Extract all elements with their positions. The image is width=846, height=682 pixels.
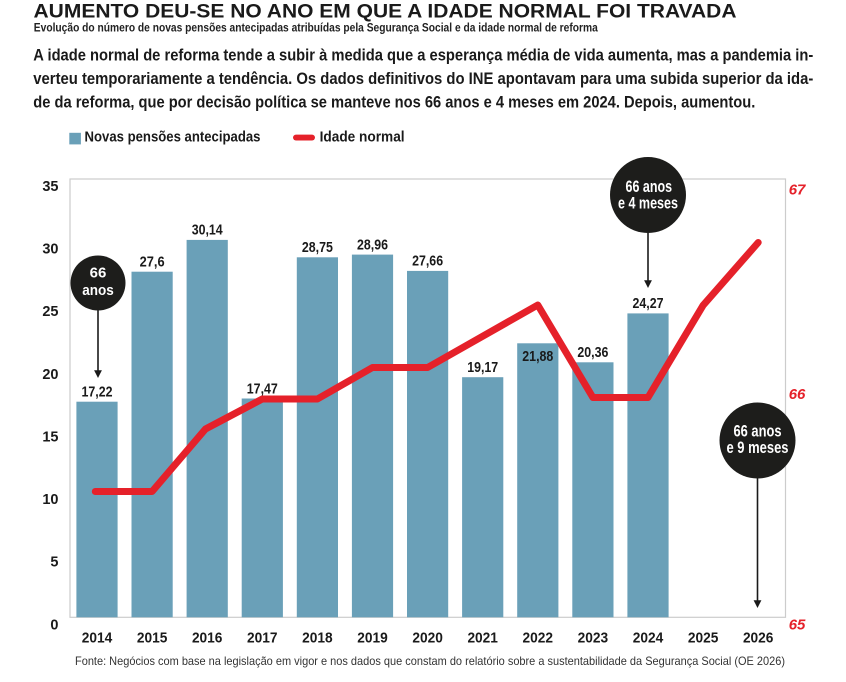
svg-text:Idade normal: Idade normal xyxy=(320,129,405,145)
svg-text:27,66: 27,66 xyxy=(412,254,443,270)
svg-text:2026: 2026 xyxy=(743,630,774,647)
svg-text:e 4 meses: e 4 meses xyxy=(618,194,678,212)
svg-text:67: 67 xyxy=(789,182,806,199)
svg-text:A idade normal de reforma tend: A idade normal de reforma tende a subir … xyxy=(33,47,813,65)
svg-text:2015: 2015 xyxy=(137,630,168,647)
svg-text:19,17: 19,17 xyxy=(467,360,498,376)
svg-text:24,27: 24,27 xyxy=(633,296,664,312)
svg-text:27,6: 27,6 xyxy=(140,255,165,271)
svg-text:17,22: 17,22 xyxy=(82,385,113,401)
svg-text:2025: 2025 xyxy=(688,630,719,647)
svg-text:verteu temporariamente a tendê: verteu temporariamente a tendência. Os d… xyxy=(33,70,813,88)
svg-text:17,47: 17,47 xyxy=(247,381,278,397)
svg-text:0: 0 xyxy=(50,617,58,633)
svg-text:2019: 2019 xyxy=(357,630,388,647)
svg-text:2023: 2023 xyxy=(578,630,609,647)
svg-text:35: 35 xyxy=(42,179,58,195)
svg-text:20,36: 20,36 xyxy=(577,345,608,361)
svg-text:30,14: 30,14 xyxy=(192,223,223,239)
svg-text:20: 20 xyxy=(42,367,58,383)
svg-text:2017: 2017 xyxy=(247,630,278,647)
svg-text:2014: 2014 xyxy=(82,630,113,647)
svg-text:66: 66 xyxy=(789,386,806,403)
svg-text:65: 65 xyxy=(789,617,806,634)
svg-text:2018: 2018 xyxy=(302,630,333,647)
svg-text:Evolução do número de novas pe: Evolução do número de novas pensões ante… xyxy=(34,21,598,35)
svg-text:AUMENTO DEU-SE NO ANO EM QUE A: AUMENTO DEU-SE NO ANO EM QUE A IDADE NOR… xyxy=(34,2,737,23)
svg-text:2024: 2024 xyxy=(633,630,664,647)
svg-text:28,96: 28,96 xyxy=(357,237,388,253)
svg-text:e 9 meses: e 9 meses xyxy=(727,439,789,457)
svg-text:2021: 2021 xyxy=(467,630,498,647)
svg-text:10: 10 xyxy=(42,492,58,508)
svg-text:2020: 2020 xyxy=(412,630,443,647)
svg-text:anos: anos xyxy=(82,282,114,299)
svg-text:5: 5 xyxy=(50,555,58,571)
svg-text:28,75: 28,75 xyxy=(302,240,333,256)
svg-text:de da reforma, que por decisão: de da reforma, que por decisão política … xyxy=(33,93,755,111)
svg-text:66 anos: 66 anos xyxy=(734,423,782,441)
svg-text:Novas pensões antecipadas: Novas pensões antecipadas xyxy=(85,129,261,145)
svg-text:30: 30 xyxy=(42,242,58,258)
svg-text:21,88: 21,88 xyxy=(522,349,553,365)
svg-text:15: 15 xyxy=(42,430,58,446)
svg-text:25: 25 xyxy=(42,304,58,320)
svg-text:66: 66 xyxy=(90,264,107,281)
svg-text:Fonte: Negócios com base na le: Fonte: Negócios com base na legislação e… xyxy=(75,654,785,668)
svg-text:66 anos: 66 anos xyxy=(626,178,673,196)
svg-text:2022: 2022 xyxy=(523,630,554,647)
svg-text:2016: 2016 xyxy=(192,630,223,647)
